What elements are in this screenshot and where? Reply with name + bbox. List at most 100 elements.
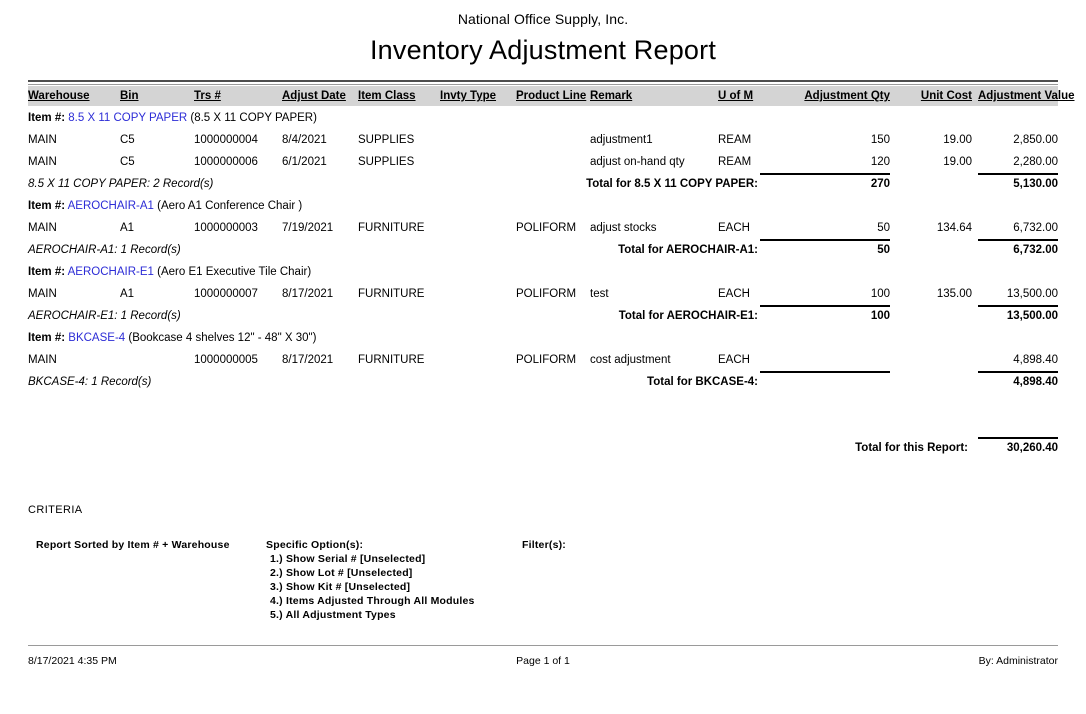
rule-thick <box>28 80 1058 82</box>
cell-unit-cost: 19.00 <box>943 134 972 146</box>
grand-total-spacer-2 <box>0 415 1086 437</box>
company-name: National Office Supply, Inc. <box>457 11 629 27</box>
item-number-link[interactable]: AEROCHAIR-A1 <box>67 200 154 212</box>
criteria-option: 1.) Show Serial # [Unselected] <box>270 553 426 565</box>
cell-unit-cost: 19.00 <box>943 156 972 168</box>
criteria-options-header: Specific Option(s): <box>266 539 364 551</box>
criteria-sort-text: Report Sorted by Item # + Warehouse <box>36 539 230 551</box>
cell-uom: EACH <box>718 354 750 366</box>
grand-total-row: Total for this Report: 30,260.40 <box>28 437 1058 459</box>
column-header-item-class: Item Class <box>358 90 416 102</box>
item-number-link[interactable]: BKCASE-4 <box>68 332 126 344</box>
column-header-bin: Bin <box>120 90 139 102</box>
subtotal-rule-value <box>978 371 1058 373</box>
record-count: AEROCHAIR-E1: 1 Record(s) <box>28 310 181 322</box>
footer-by: By: Administrator <box>978 655 1058 667</box>
item-description: (Bookcase 4 shelves 12" - 48" X 30") <box>128 332 317 344</box>
header-rules <box>28 80 1058 85</box>
record-count: AEROCHAIR-A1: 1 Record(s) <box>28 244 181 256</box>
page-footer: 8/17/2021 4:35 PM Page 1 of 1 By: Admini… <box>28 652 1058 670</box>
cell-trs: 1000000005 <box>194 354 258 366</box>
record-count: 8.5 X 11 COPY PAPER: 2 Record(s) <box>28 178 214 190</box>
item-label: Item #: <box>28 200 66 212</box>
table-row: MAIN 1000000005 8/17/2021 FURNITURE POLIFORM… <box>28 349 1058 371</box>
report-title: Inventory Adjustment Report <box>369 35 717 65</box>
table-row: MAIN C5 1000000006 6/1/2021 SUPPLIES adjust o… <box>28 151 1058 173</box>
cell-adjust-date: 7/19/2021 <box>282 222 334 234</box>
subtotal-rule-qty <box>760 239 890 241</box>
cell-qty: 150 <box>870 134 890 146</box>
cell-trs: 1000000006 <box>194 156 258 168</box>
table-row: MAIN A1 1000000007 8/17/2021 FURNITURE POLIFO… <box>28 283 1058 305</box>
cell-remark: test <box>590 288 609 300</box>
column-header-adjustment-qty: Adjustment Qty <box>804 90 890 102</box>
item-description: (8.5 X 11 COPY PAPER) <box>190 112 317 124</box>
cell-remark: adjust on-hand qty <box>590 156 685 168</box>
column-header-adjustment-value: Adjustment Value <box>978 90 1075 102</box>
grand-total-value: 30,260.40 <box>1006 442 1058 454</box>
cell-value: 2,280.00 <box>1013 156 1058 168</box>
item-description: (Aero A1 Conference Chair ) <box>157 200 303 212</box>
cell-adjust-date: 8/17/2021 <box>282 354 334 366</box>
cell-adjust-date: 8/4/2021 <box>282 134 327 146</box>
cell-bin: C5 <box>120 134 135 146</box>
item-group-header: Item #: BKCASE-4 (Bookcase 4 shelves 12"… <box>28 327 1058 349</box>
group-total-value: 13,500.00 <box>1006 310 1058 322</box>
column-header-unit-cost: Unit Cost <box>920 90 972 102</box>
item-group-header: Item #: 8.5 X 11 COPY PAPER (8.5 X 11 CO… <box>28 107 1058 129</box>
item-label: Item #: <box>28 332 66 344</box>
group-total-row: Total for AEROCHAIR-E1: 100 13,500.00 <box>28 305 1058 327</box>
group-total-value: 4,898.40 <box>1013 376 1058 388</box>
cell-warehouse: MAIN <box>28 354 57 366</box>
subtotal-rule-value <box>978 239 1058 241</box>
cell-product-line: POLIFORM <box>516 222 577 234</box>
item-description: (Aero E1 Executive Tile Chair) <box>157 266 312 278</box>
criteria-option: 2.) Show Lot # [Unselected] <box>270 567 413 579</box>
cell-value: 13,500.00 <box>1006 288 1058 300</box>
item-number-link[interactable]: 8.5 X 11 COPY PAPER <box>68 112 188 124</box>
cell-warehouse: MAIN <box>28 288 57 300</box>
cell-uom: REAM <box>718 156 752 168</box>
cell-warehouse: MAIN <box>28 156 57 168</box>
criteria-section: CRITERIA Report Sorted by Item # + Wareh… <box>28 504 1058 628</box>
item-label: Item #: <box>28 112 66 124</box>
grand-total-label: Total for this Report: <box>855 442 968 454</box>
cell-qty: 100 <box>870 288 890 300</box>
group-total-label: Total for AEROCHAIR-E1: <box>618 310 758 322</box>
cell-trs: 1000000003 <box>194 222 258 234</box>
report-header: National Office Supply, Inc. Inventory A… <box>0 0 1086 68</box>
cell-bin: C5 <box>120 156 135 168</box>
subtotal-rule-value <box>978 305 1058 307</box>
criteria-options: Specific Option(s): 1.) Show Serial # [U… <box>266 538 475 622</box>
footer-timestamp: 8/17/2021 4:35 PM <box>28 655 117 667</box>
cell-warehouse: MAIN <box>28 134 57 146</box>
cell-remark: cost adjustment <box>590 354 671 366</box>
criteria-option-list: 1.) Show Serial # [Unselected] 2.) Show L… <box>266 552 475 622</box>
cell-uom: REAM <box>718 134 752 146</box>
cell-uom: EACH <box>718 288 750 300</box>
cell-uom: EACH <box>718 222 750 234</box>
column-header-uom: U of M <box>718 90 754 102</box>
item-group-header: Item #: AEROCHAIR-A1 (Aero A1 Conference… <box>28 195 1058 217</box>
subtotal-rule-qty <box>760 305 890 307</box>
item-label: Item #: <box>28 266 66 278</box>
report-body: Item #: 8.5 X 11 COPY PAPER (8.5 X 11 CO… <box>0 107 1086 459</box>
table-row: MAIN A1 1000000003 7/19/2021 FURNITURE POLIFO… <box>28 217 1058 239</box>
subtotal-rule-qty <box>760 371 890 373</box>
item-group-header: Item #: AEROCHAIR-E1 (Aero E1 Executive … <box>28 261 1058 283</box>
grand-total-spacer <box>0 393 1086 415</box>
criteria-option: 5.) All Adjustment Types <box>270 609 396 621</box>
cell-item-class: FURNITURE <box>358 354 425 366</box>
cell-value: 6,732.00 <box>1013 222 1058 234</box>
cell-remark: adjustment1 <box>590 134 653 146</box>
cell-value: 4,898.40 <box>1013 354 1058 366</box>
cell-product-line: POLIFORM <box>516 354 577 366</box>
record-count: BKCASE-4: 1 Record(s) <box>28 376 152 388</box>
group-total-label: Total for AEROCHAIR-A1: <box>618 244 758 256</box>
group-total-value: 6,732.00 <box>1013 244 1058 256</box>
subtotal-rule-value <box>978 173 1058 175</box>
footer-page: Page 1 of 1 <box>516 655 570 667</box>
cell-product-line: POLIFORM <box>516 288 577 300</box>
item-number-link[interactable]: AEROCHAIR-E1 <box>67 266 154 278</box>
group-total-qty: 270 <box>870 178 890 190</box>
